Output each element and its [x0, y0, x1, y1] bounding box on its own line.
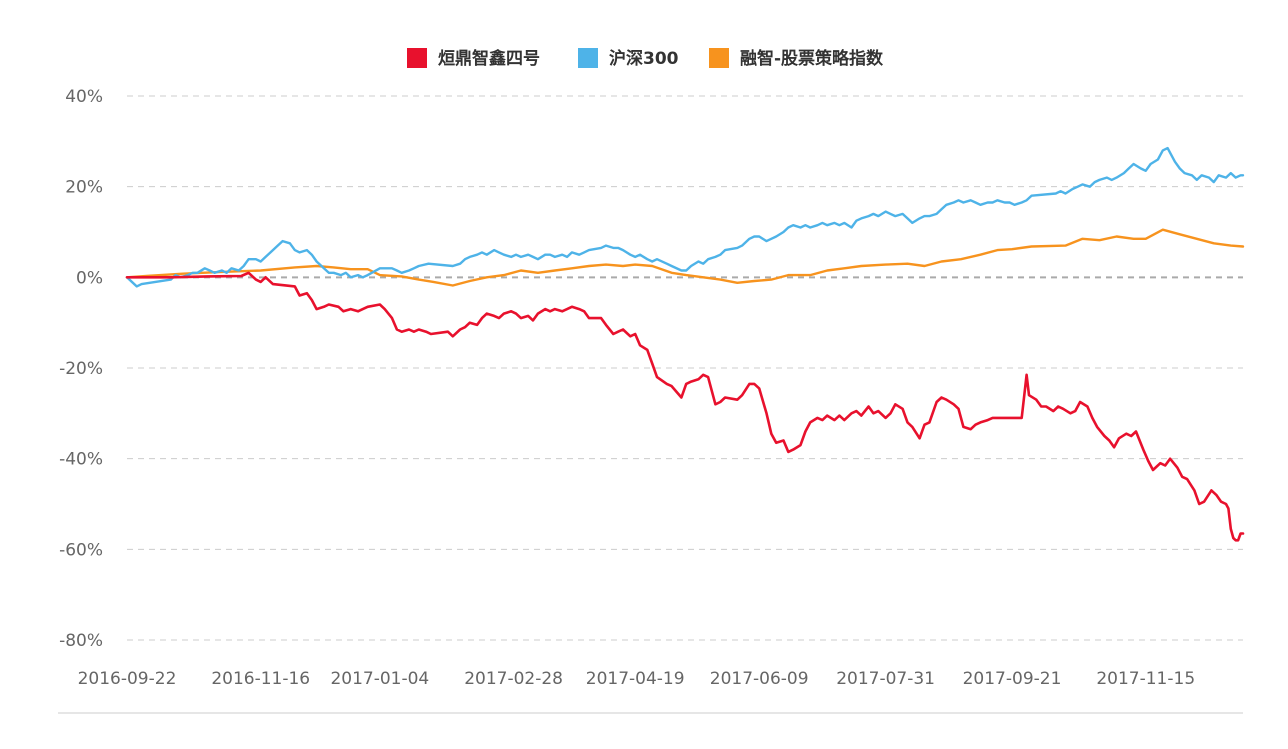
y-tick-label: 0% — [76, 268, 103, 288]
series-line-1[interactable] — [125, 271, 1245, 542]
legend: 烜鼎智鑫四号 沪深300 融智-股票策略指数 — [407, 48, 884, 69]
gridlines — [127, 95, 1243, 641]
x-tick-label: 2017-06-09 — [710, 669, 809, 689]
y-tick-label: -80% — [59, 631, 103, 651]
x-tick-label: 2017-09-21 — [963, 669, 1062, 689]
legend-swatch-series-1 — [407, 48, 427, 68]
legend-swatch-series-2 — [578, 48, 598, 68]
legend-item-series-1[interactable]: 烜鼎智鑫四号 — [407, 48, 540, 69]
series-line-2[interactable] — [125, 146, 1245, 288]
x-tick-label: 2017-01-04 — [330, 669, 429, 689]
legend-label-series-2: 沪深300 — [609, 48, 679, 69]
y-tick-label: 40% — [65, 87, 103, 107]
legend-swatch-series-3 — [709, 48, 729, 68]
y-tick-label: -40% — [59, 450, 103, 470]
x-axis: 2016-09-22 2016-11-16 2017-01-04 2017-02-28… — [78, 669, 1196, 689]
y-axis: 40% 20% 0% -20% -40% -60% -80% — [59, 87, 103, 651]
series-lines — [125, 146, 1245, 542]
x-tick-label: 2016-09-22 — [78, 669, 177, 689]
legend-item-series-3[interactable]: 融智-股票策略指数 — [709, 48, 884, 69]
x-tick-label: 2017-07-31 — [836, 669, 935, 689]
x-tick-label: 2016-11-16 — [211, 669, 310, 689]
x-tick-label: 2017-04-19 — [586, 669, 685, 689]
x-tick-label: 2017-02-28 — [464, 669, 563, 689]
y-tick-label: 20% — [65, 178, 103, 198]
series-line-3[interactable] — [125, 228, 1245, 287]
legend-item-series-2[interactable]: 沪深300 — [578, 48, 679, 69]
y-tick-label: -20% — [59, 359, 103, 379]
legend-label-series-3: 融智-股票策略指数 — [740, 48, 884, 69]
y-tick-label: -60% — [59, 540, 103, 560]
legend-label-series-1: 烜鼎智鑫四号 — [438, 48, 540, 69]
x-tick-label: 2017-11-15 — [1096, 669, 1195, 689]
